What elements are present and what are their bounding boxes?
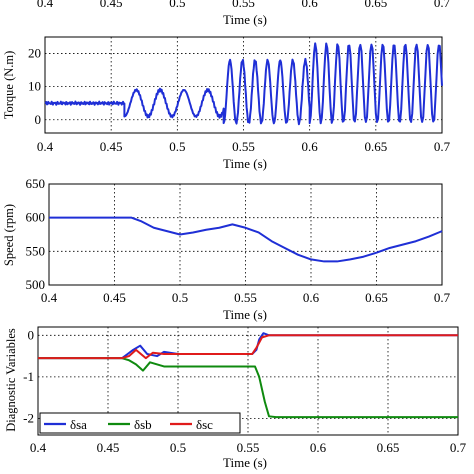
- x-tick-label: 0.55: [232, 139, 255, 154]
- x-axis-label: Time (s): [223, 12, 267, 27]
- x-tick-label: 0.5: [169, 139, 185, 154]
- x-tick-label: 0.6: [302, 0, 319, 10]
- y-tick-label: 0: [35, 112, 42, 127]
- y-tick-label: 650: [26, 176, 46, 191]
- series-line-δsc: [38, 334, 458, 360]
- legend-box: [39, 412, 241, 434]
- x-tick-labels: 0.4 0.45 0.5 0.55 0.6 0.65 0.7: [37, 0, 451, 10]
- x-tick-label: 0.45: [103, 290, 126, 305]
- x-tick-label: 0.65: [364, 139, 387, 154]
- y-tick-label: 500: [26, 277, 46, 292]
- series-line-δsb: [38, 357, 458, 419]
- y-tick-label: 20: [28, 46, 41, 61]
- series-group: [38, 332, 458, 419]
- x-tick-labels: 0.4 0.45 0.5 0.55 0.6 0.65 0.7: [41, 290, 451, 305]
- series-group: [44, 42, 443, 126]
- series-line-0: [44, 42, 443, 126]
- y-tick-label: 0: [28, 327, 35, 342]
- y-tick-label: 550: [26, 243, 46, 258]
- y-axis-label: Diagnostic Variables: [4, 328, 18, 432]
- x-tick-label: 0.65: [365, 290, 388, 305]
- plot-area: [48, 183, 443, 286]
- panel-speed: 0.4 0.45 0.5 0.55 0.6 0.65 0.7 500 550 600 650 Ti…: [2, 176, 451, 322]
- x-tick-label: 0.45: [100, 0, 123, 10]
- legend: δsa δsb δsc: [39, 412, 241, 434]
- panel-top-cropped: 0.4 0.45 0.5 0.55 0.6 0.65 0.7 Time (s): [37, 0, 451, 27]
- x-axis-label: Time (s): [223, 156, 267, 171]
- legend-label: δsb: [134, 417, 152, 432]
- x-tick-label: 0.4: [41, 290, 58, 305]
- x-tick-label: 0.7: [434, 290, 451, 305]
- x-tick-label: 0.45: [97, 440, 120, 455]
- legend-label: δsc: [196, 417, 213, 432]
- y-tick-labels: 0 10 20: [28, 46, 41, 127]
- x-tick-label: 0.7: [434, 0, 451, 10]
- series-line-0: [49, 216, 443, 263]
- x-tick-label: 0.45: [100, 139, 123, 154]
- x-tick-label: 0.55: [234, 290, 257, 305]
- y-tick-label: 10: [28, 79, 41, 94]
- x-tick-label: 0.4: [37, 139, 54, 154]
- legend-label: δsa: [70, 417, 87, 432]
- x-tick-label: 0.55: [237, 440, 260, 455]
- x-tick-label: 0.5: [170, 440, 186, 455]
- x-tick-label: 0.6: [303, 290, 320, 305]
- x-tick-label: 0.6: [310, 440, 327, 455]
- panel-diagnostic: 0.4 0.45 0.5 0.55 0.6 0.65 0.7 0-1-2 Time (s) …: [4, 326, 467, 470]
- x-tick-label: 0.4: [37, 0, 54, 10]
- y-tick-labels: 500 550 600 650: [26, 176, 46, 292]
- x-tick-label: 0.7: [450, 440, 467, 455]
- x-tick-label: 0.65: [377, 440, 400, 455]
- x-axis-label: Time (s): [223, 455, 267, 470]
- y-axis-label: Speed (rpm): [2, 204, 16, 266]
- x-tick-labels: 0.4 0.45 0.5 0.55 0.6 0.65 0.7: [30, 440, 467, 455]
- x-axis-label: Time (s): [223, 307, 267, 322]
- x-tick-label: 0.5: [172, 290, 188, 305]
- y-tick-label: -2: [23, 410, 34, 425]
- x-tick-label: 0.65: [364, 0, 387, 10]
- y-tick-labels: 0 -1 -2: [23, 327, 34, 425]
- y-tick-label: -1: [23, 369, 34, 384]
- x-tick-label: 0.7: [434, 139, 451, 154]
- x-tick-label: 0.4: [30, 440, 47, 455]
- y-axis-label: Torque (N.m): [2, 51, 16, 120]
- x-tick-label: 0.55: [232, 0, 255, 10]
- y-tick-label: 600: [26, 210, 46, 225]
- x-tick-labels: 0.4 0.45 0.5 0.55 0.6 0.65 0.7: [37, 139, 451, 154]
- series-group: [49, 216, 443, 263]
- x-tick-label: 0.5: [169, 0, 185, 10]
- x-tick-label: 0.6: [302, 139, 319, 154]
